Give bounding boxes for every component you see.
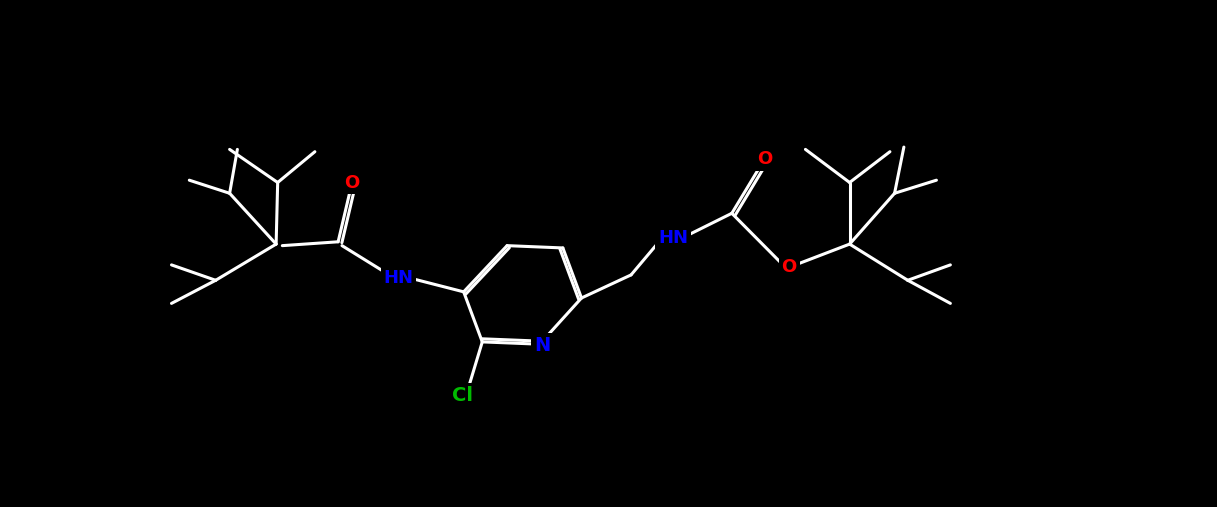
Text: HN: HN	[658, 229, 688, 247]
Text: O: O	[781, 258, 797, 276]
Text: O: O	[344, 173, 360, 192]
Text: HN: HN	[383, 269, 414, 287]
Text: Cl: Cl	[452, 386, 472, 405]
Text: O: O	[757, 151, 772, 168]
Text: N: N	[534, 336, 550, 355]
